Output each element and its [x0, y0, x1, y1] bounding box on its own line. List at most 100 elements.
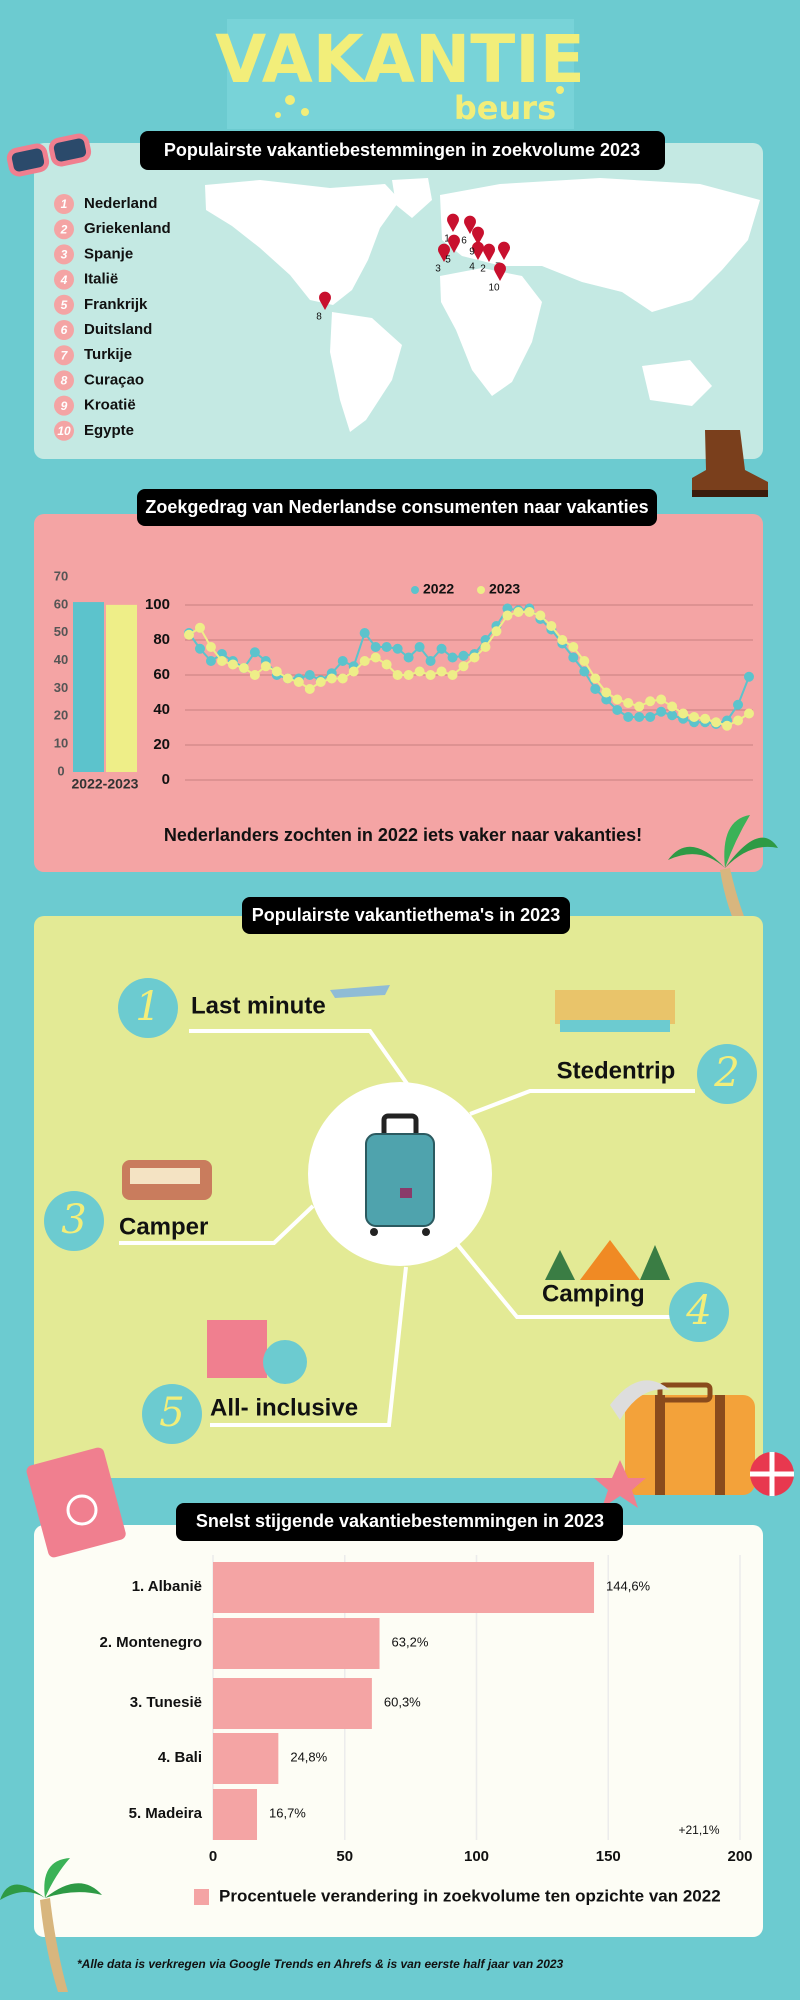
- theme-label: Camper: [119, 1213, 208, 1240]
- data-point: [667, 710, 678, 721]
- rank-badge: [54, 345, 74, 366]
- theme-label: Camping: [542, 1280, 645, 1307]
- data-point: [590, 673, 601, 684]
- value-label: 60,3%: [384, 1694, 421, 1709]
- theme-label: Stedentrip: [557, 1057, 676, 1084]
- pin-label: 10: [488, 283, 500, 294]
- rank-badge: [54, 294, 74, 315]
- theme-number: 1: [135, 984, 160, 1030]
- data-point: [403, 652, 414, 663]
- data-point: [271, 666, 282, 677]
- data-point: [601, 694, 612, 705]
- theme-badge: [142, 1384, 202, 1444]
- palm-tree: [668, 815, 778, 956]
- rank-badge: [54, 269, 74, 290]
- rank-number: 6: [61, 323, 68, 337]
- pin-label: 8: [316, 312, 322, 323]
- category-label: 4. Bali: [158, 1749, 202, 1766]
- data-point: [634, 701, 645, 712]
- theme-number: 4: [685, 1288, 711, 1334]
- logo-box: [227, 19, 574, 129]
- data-point: [634, 712, 645, 722]
- bar: [213, 1733, 279, 1784]
- data-point: [612, 705, 623, 715]
- value-label: 16,7%: [269, 1805, 306, 1820]
- data-point: [348, 666, 359, 677]
- data-point: [447, 670, 458, 680]
- logo-subtitle: beurs: [454, 89, 556, 127]
- data-point: [194, 622, 205, 633]
- destination-name: Turkije: [84, 346, 132, 363]
- beach-decoration: [594, 1380, 794, 1508]
- data-point: [678, 708, 689, 719]
- data-point: [480, 642, 491, 652]
- series-line: [188, 611, 750, 727]
- rank-number: 2: [60, 222, 68, 236]
- theme-icons: [122, 985, 675, 1384]
- chart-annotation: Nederlanders zochten in 2022 iets vaker …: [164, 825, 642, 845]
- title-pill: [140, 131, 665, 170]
- data-point: [392, 670, 403, 680]
- pin-label: 6: [461, 236, 467, 247]
- rank-number: 1: [61, 197, 68, 211]
- data-point: [546, 621, 557, 631]
- logo-title: VAKANTIE: [215, 21, 585, 98]
- data-point: [700, 713, 711, 724]
- title-pill: [176, 1503, 623, 1541]
- data-point: [469, 652, 480, 663]
- rank-badge: [54, 395, 74, 416]
- data-point: [502, 610, 513, 621]
- data-point: [557, 635, 568, 645]
- rank-badge: [54, 370, 74, 391]
- data-point: [425, 670, 436, 680]
- destination-name: Spanje: [84, 245, 133, 262]
- theme-badge: [44, 1191, 104, 1251]
- data-point: [667, 701, 678, 712]
- data-point: [568, 642, 579, 652]
- bar: [213, 1678, 372, 1729]
- bar: [213, 1618, 380, 1669]
- data-point: [337, 673, 348, 684]
- category-label: 3. Tunesië: [130, 1694, 202, 1711]
- rank-badge: [54, 244, 74, 265]
- y-tick-label: 40: [54, 652, 68, 667]
- panel-search: [34, 514, 763, 872]
- data-point: [656, 706, 667, 717]
- data-point: [205, 656, 216, 666]
- data-point: [733, 699, 744, 710]
- x-tick-label: 150: [596, 1848, 621, 1865]
- data-point: [381, 659, 392, 670]
- chart-annotation: +21,1%: [678, 1823, 719, 1837]
- x-tick-label: 0: [209, 1848, 217, 1865]
- data-point: [502, 603, 513, 614]
- data-point: [722, 720, 733, 731]
- value-label: 24,8%: [290, 1749, 327, 1764]
- y-tick-label: 70: [54, 568, 68, 583]
- category-label: 5. Madeira: [129, 1805, 203, 1822]
- footnote: *Alle data is verkregen via Google Trend…: [77, 1957, 564, 1971]
- palm-tree-bottom: [0, 1858, 102, 1992]
- map-pin: [438, 243, 450, 262]
- data-point: [623, 698, 634, 708]
- map-pin: [472, 226, 484, 245]
- value-label: 144,6%: [606, 1578, 651, 1593]
- rank-number: 10: [57, 424, 71, 438]
- y-tick-label: 0: [162, 771, 170, 788]
- data-point: [656, 694, 667, 705]
- data-point: [216, 656, 227, 666]
- value-label: 63,2%: [392, 1634, 429, 1649]
- rank-number: 4: [60, 273, 68, 287]
- y-tick-label: 60: [54, 596, 68, 611]
- legend-swatch: [477, 586, 485, 594]
- data-point: [282, 673, 293, 684]
- data-point: [326, 673, 337, 684]
- map-pin: [498, 241, 510, 260]
- data-point: [645, 696, 656, 707]
- data-point: [359, 656, 370, 666]
- map-pin: [483, 243, 495, 262]
- x-tick-label: 50: [336, 1848, 353, 1865]
- connector-lines: [119, 1029, 695, 1427]
- pin-label: 2: [480, 264, 486, 275]
- data-point: [227, 659, 238, 670]
- legend-label: 2023: [489, 581, 520, 597]
